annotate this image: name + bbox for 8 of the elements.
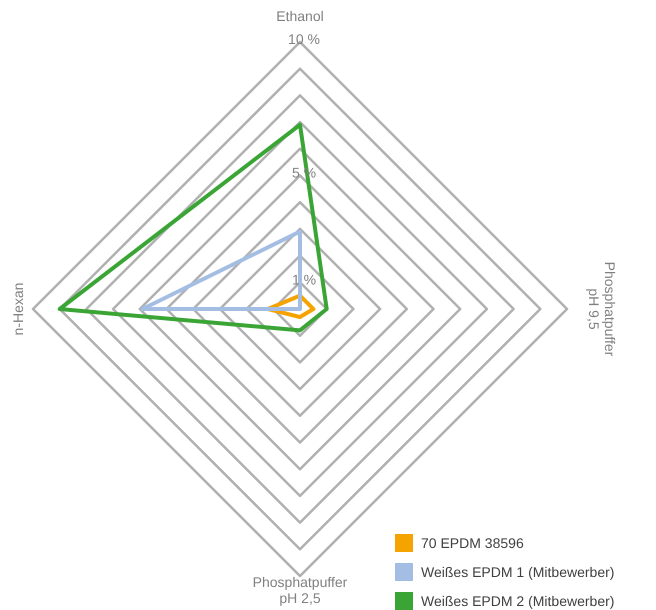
spoke-label: Ethanol	[276, 8, 324, 24]
legend-label: Weißes EPDM 1 (Mitbewerber)	[421, 564, 614, 580]
spoke-label: n-Hexan	[10, 282, 26, 336]
spoke-label: Phosphatpuffer pH 2,5	[252, 574, 348, 606]
legend-label: Weißes EPDM 2 (Mitbewerber)	[421, 592, 614, 608]
legend-label: 70 EPDM 38596	[421, 534, 524, 550]
y-tick-label: 10 %	[288, 31, 320, 47]
spoke-label: Phosphatpuffer pH 9,5	[586, 262, 618, 357]
